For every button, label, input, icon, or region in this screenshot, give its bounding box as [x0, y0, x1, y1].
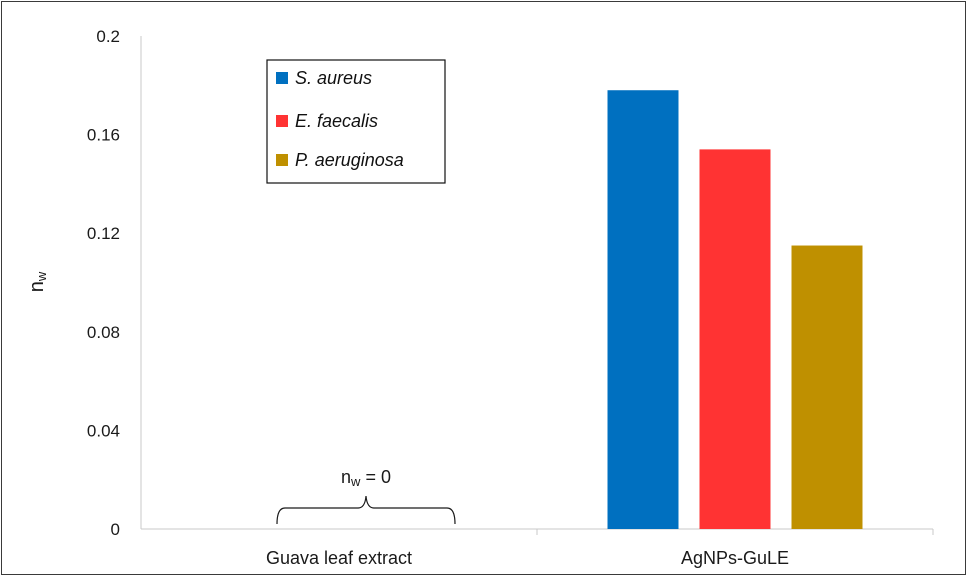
x-category-label: Guava leaf extract [266, 548, 412, 568]
y-tick-label: 0.2 [96, 27, 120, 46]
annotation-sub: w [350, 474, 361, 489]
legend-swatch-s-aureus [276, 72, 288, 84]
y-tick-label: 0 [111, 520, 120, 539]
y-tick-label: 0.12 [87, 224, 120, 243]
legend-swatch-e-faecalis [276, 115, 288, 127]
annotation-main: n [341, 467, 351, 487]
bar-s-aureus-1 [607, 90, 679, 529]
legend-label-e-faecalis: E. faecalis [295, 111, 378, 131]
y-tick-label: 0.08 [87, 323, 120, 342]
legend: S. aureus E. faecalis P. aeruginosa [266, 59, 446, 184]
legend-swatch-p-aeruginosa [276, 154, 288, 166]
annotation-brace [276, 495, 456, 525]
legend-label-s-aureus: S. aureus [295, 68, 372, 88]
bar-e-faecalis-1 [699, 149, 771, 529]
x-category-label: AgNPs-GuLE [681, 548, 789, 568]
annotation-rest: = 0 [360, 467, 391, 487]
y-tick-labels: 0 0.04 0.08 0.12 0.16 0.2 [87, 27, 120, 539]
annotation-text: nw = 0 [341, 467, 391, 489]
x-category-labels: Guava leaf extract AgNPs-GuLE [266, 548, 789, 568]
legend-box [266, 59, 446, 184]
y-tick-label: 0.04 [87, 421, 120, 440]
y-axis-title-main: n [26, 281, 48, 292]
y-axis-title: nw [26, 271, 49, 292]
bar-p-aeruginosa-1 [791, 245, 863, 529]
y-tick-label: 0.16 [87, 126, 120, 145]
y-axis-title-sub: w [34, 271, 49, 282]
legend-label-p-aeruginosa: P. aeruginosa [295, 150, 404, 170]
bars [607, 90, 863, 529]
